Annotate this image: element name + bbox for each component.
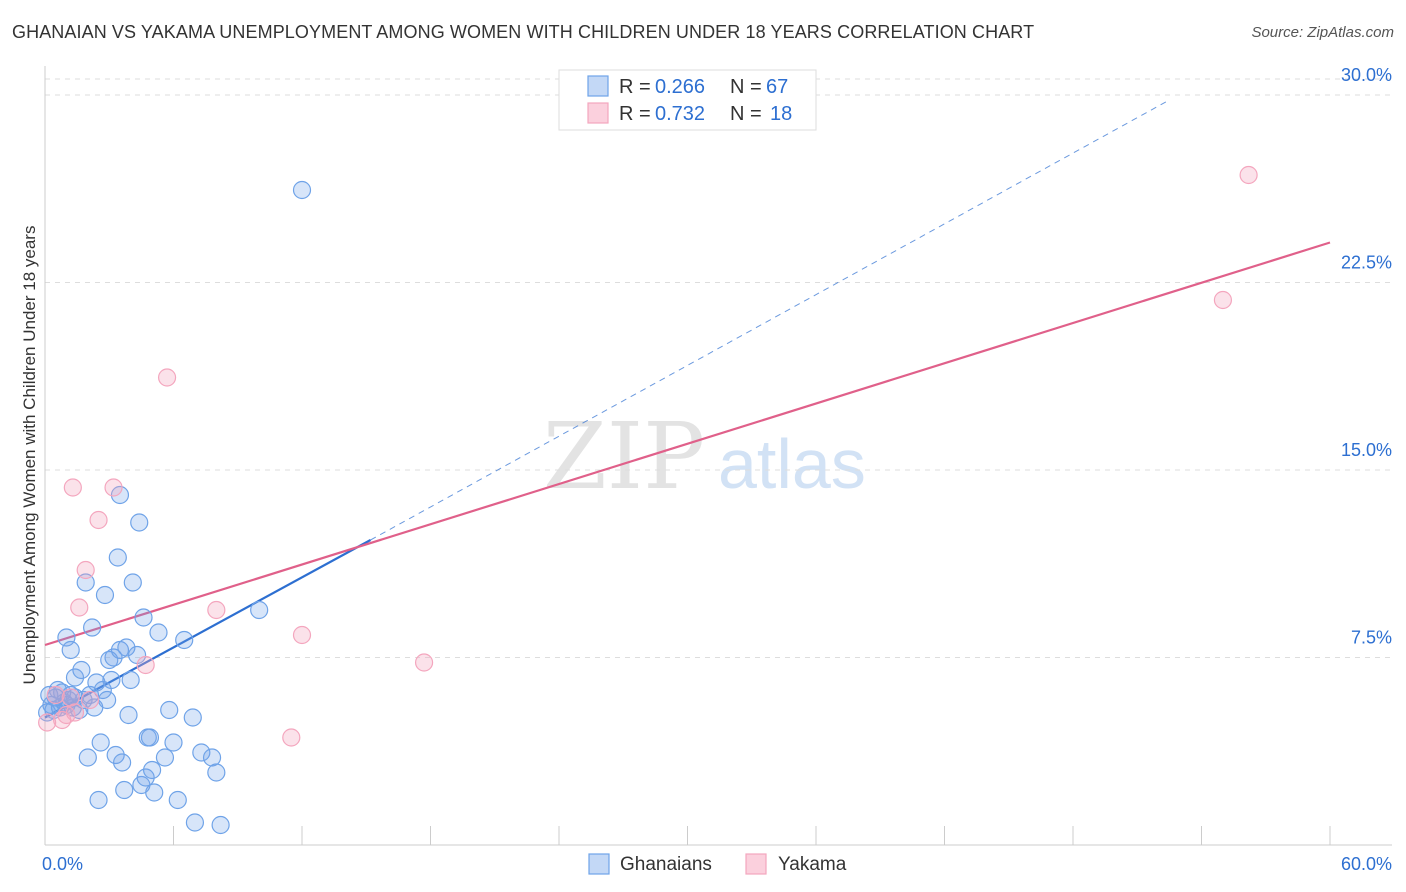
point-ghanaians: [192, 743, 211, 762]
point-ghanaians: [211, 815, 230, 835]
legend-r-label-1: R =: [619, 76, 651, 98]
point-ghanaians: [115, 780, 134, 800]
trend-line-yakama: [44, 241, 1331, 647]
point-ghanaians: [202, 748, 222, 767]
point-ghanaians: [65, 668, 85, 687]
legend-swatch-ghanaians: [587, 75, 609, 97]
y-tick-label: 30.0%: [1341, 65, 1392, 85]
series-legend-swatch-yakama[interactable]: [745, 853, 767, 875]
series-legend-swatch-ghanaians[interactable]: [588, 853, 610, 875]
point-ghanaians: [168, 790, 187, 810]
tick-labels: 7.5% 15.0% 22.5% 30.0% 0.0% 60.0%: [42, 65, 1392, 874]
point-ghanaians: [145, 783, 164, 802]
stats-legend: R = 0.266 N = 67 R = 0.732 N = 18: [558, 69, 817, 131]
point-yakama: [89, 510, 108, 530]
point-yakama: [104, 478, 123, 497]
point-ghanaians: [142, 760, 162, 780]
point-ghanaians: [250, 600, 269, 620]
point-ghanaians: [102, 670, 121, 690]
point-ghanaians: [130, 513, 149, 532]
point-ghanaians: [185, 813, 205, 832]
point-ghanaians: [83, 618, 102, 637]
x-tick-label: 60.0%: [1341, 854, 1392, 874]
point-ghanaians: [91, 733, 110, 752]
point-ghanaians: [112, 753, 132, 772]
point-ghanaians: [89, 790, 108, 810]
legend-swatch-yakama: [587, 102, 609, 124]
point-ghanaians: [155, 748, 175, 767]
trend-lines: [44, 99, 1331, 719]
point-yakama: [136, 655, 155, 675]
point-yakama: [46, 685, 65, 705]
point-ghanaians: [61, 640, 80, 660]
source-note: Source: ZipAtlas.com: [1251, 24, 1394, 41]
point-ghanaians: [121, 670, 140, 690]
point-yakama: [292, 625, 312, 645]
legend-n-label-2: N =: [730, 103, 762, 125]
point-ghanaians: [175, 630, 194, 650]
legend-n-value-1: 67: [766, 76, 788, 98]
point-yakama: [70, 598, 89, 617]
series-legend: Ghanaians Yakama: [588, 853, 847, 875]
point-ghanaians: [149, 623, 168, 642]
point-ghanaians: [98, 690, 117, 710]
point-yakama: [76, 560, 95, 580]
point-ghanaians: [95, 585, 115, 605]
chart-title: GHANAIAN VS YAKAMA UNEMPLOYMENT AMONG WO…: [12, 22, 1035, 42]
legend-r-label-2: R =: [619, 103, 651, 125]
point-yakama: [61, 688, 80, 707]
point-ghanaians: [106, 745, 125, 765]
grid-lines: [45, 78, 1392, 658]
point-ghanaians: [108, 548, 127, 567]
point-ghanaians: [104, 648, 123, 667]
point-ghanaians: [140, 728, 160, 747]
trend-extension-ghanaians: [370, 99, 1170, 541]
trend-line-ghanaians: [44, 539, 372, 719]
watermark-atlas: atlas: [718, 425, 866, 503]
point-ghanaians: [134, 608, 153, 627]
point-ghanaians: [110, 485, 130, 505]
point-ghanaians: [183, 708, 202, 727]
point-ghanaians: [76, 573, 95, 592]
point-ghanaians: [292, 180, 312, 200]
x-tick-label: 0.0%: [42, 854, 83, 874]
point-yakama: [65, 703, 85, 722]
point-ghanaians: [123, 573, 142, 592]
point-yakama: [80, 690, 100, 710]
legend-r-value-2: 0.732: [655, 103, 705, 125]
point-ghanaians: [117, 638, 136, 657]
watermark-zip: ZIP: [543, 403, 705, 510]
point-yakama: [414, 653, 434, 672]
legend-n-value-2: 18: [770, 103, 792, 125]
series-legend-label-yakama[interactable]: Yakama: [778, 854, 847, 875]
legend-n-label-1: N =: [730, 76, 762, 98]
y-tick-label: 7.5%: [1351, 628, 1392, 648]
point-ghanaians: [72, 660, 91, 680]
axes: [44, 66, 1392, 846]
point-yakama: [63, 478, 82, 497]
point-ghanaians: [207, 763, 226, 782]
y-tick-label: 22.5%: [1341, 253, 1392, 273]
point-ghanaians: [87, 673, 106, 692]
point-ghanaians: [136, 768, 155, 787]
legend-r-value-1: 0.266: [655, 76, 705, 98]
y-tick-label: 15.0%: [1341, 440, 1392, 460]
point-yakama: [282, 728, 301, 747]
point-ghanaians: [78, 748, 97, 767]
data-points: [38, 165, 1258, 835]
point-yakama: [1213, 290, 1233, 310]
point-yakama: [1239, 165, 1258, 185]
point-ghanaians: [164, 733, 183, 752]
point-yakama: [157, 368, 177, 387]
point-yakama: [38, 713, 57, 732]
point-ghanaians: [160, 700, 179, 720]
point-yakama: [207, 600, 226, 620]
point-ghanaians: [119, 705, 138, 725]
series-legend-label-ghanaians[interactable]: Ghanaians: [620, 854, 712, 875]
